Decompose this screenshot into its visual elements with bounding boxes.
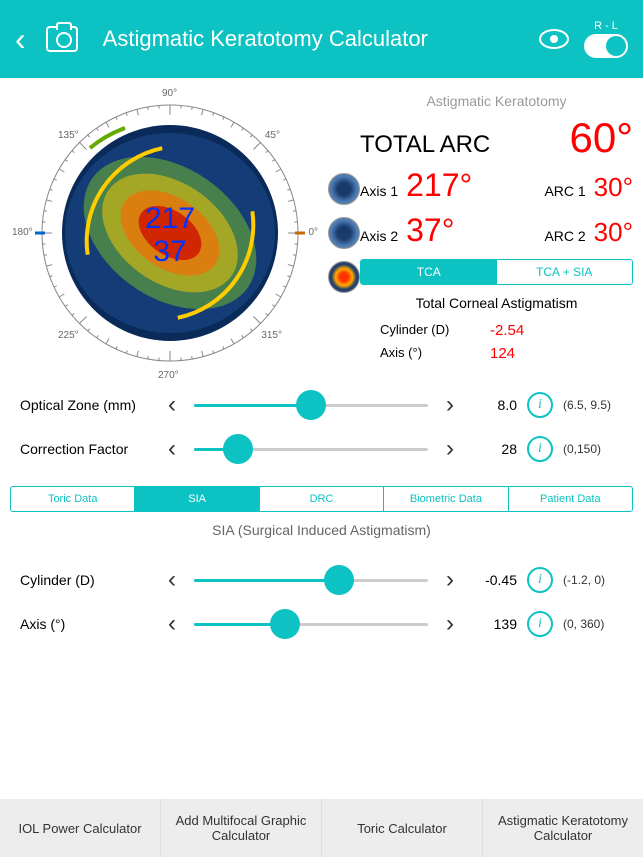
results-title: Astigmatic Keratotomy: [360, 93, 633, 109]
slider-value: 8.0: [472, 397, 517, 413]
increment-button[interactable]: ›: [438, 435, 462, 463]
page-title: Astigmatic Keratotomy Calculator: [103, 26, 539, 52]
arc2-label: ARC 2: [544, 228, 585, 244]
dial-axis2-text: 37: [153, 235, 186, 268]
tick-180: 180°: [12, 227, 33, 238]
increment-button[interactable]: ›: [438, 610, 462, 638]
slider-track[interactable]: [194, 448, 428, 451]
info-icon[interactable]: i: [527, 392, 553, 418]
total-arc-label: TOTAL ARC: [360, 131, 490, 159]
info-icon[interactable]: i: [527, 611, 553, 637]
results-panel: Astigmatic Keratotomy TOTAL ARC 60° Axis…: [330, 93, 633, 373]
bottom-nav: IOL Power CalculatorAdd Multifocal Graph…: [0, 799, 643, 857]
view-icon[interactable]: [539, 29, 569, 49]
slider-thumb[interactable]: [296, 390, 326, 420]
slider-track[interactable]: [194, 404, 428, 407]
tca-cyl-label: Cylinder (D): [380, 322, 490, 339]
section-title: SIA (Surgical Induced Astigmatism): [0, 522, 643, 538]
back-button[interactable]: ‹: [15, 21, 26, 58]
tick-135: 135°: [58, 130, 79, 141]
bottom-nav-3[interactable]: Astigmatic Keratotomy Calculator: [483, 799, 643, 857]
tca-axis-value: 124: [490, 345, 515, 362]
sliders-bottom: Cylinder (D) ‹ › -0.45 i (-1.2, 0) Axis …: [0, 548, 643, 656]
slider-range: (-1.2, 0): [563, 573, 623, 587]
sliders-top: Optical Zone (mm) ‹ › 8.0 i (6.5, 9.5) C…: [0, 373, 643, 481]
dial-area: 217 37 0° 45° 90° 135° 180° 225° 270° 31…: [10, 93, 330, 373]
bottom-nav-2[interactable]: Toric Calculator: [322, 799, 483, 857]
slider-value: 28: [472, 441, 517, 457]
axis1-value: 217°: [406, 167, 472, 204]
arc1-label: ARC 1: [544, 183, 585, 199]
slider-value: -0.45: [472, 572, 517, 588]
tick-270: 270°: [158, 370, 179, 381]
slider-thumb[interactable]: [324, 565, 354, 595]
dial-axis1-text: 217: [145, 202, 195, 235]
axis1-label: Axis 1: [360, 183, 398, 199]
tab-biometric-data[interactable]: Biometric Data: [384, 487, 508, 511]
data-tabs: Toric DataSIADRCBiometric DataPatient Da…: [10, 486, 633, 512]
tca-cyl-value: -2.54: [490, 322, 524, 339]
slider-row-top-1: Correction Factor ‹ › 28 i (0,150): [20, 427, 623, 471]
slider-label: Cylinder (D): [20, 572, 150, 588]
info-icon[interactable]: i: [527, 436, 553, 462]
decrement-button[interactable]: ‹: [160, 391, 184, 419]
axis2-label: Axis 2: [360, 228, 398, 244]
eye-option-2[interactable]: [328, 217, 360, 249]
decrement-button[interactable]: ‹: [160, 610, 184, 638]
tca-segment-control: TCA TCA + SIA: [360, 259, 633, 285]
arc2-value: 30°: [594, 217, 633, 248]
slider-thumb[interactable]: [270, 609, 300, 639]
keratometry-dial: 217 37 0° 45° 90° 135° 180° 225° 270° 31…: [30, 93, 310, 373]
tick-45: 45°: [265, 130, 280, 141]
tick-90: 90°: [162, 88, 177, 99]
decrement-button[interactable]: ‹: [160, 566, 184, 594]
tick-315: 315°: [261, 330, 282, 341]
tab-toric-data[interactable]: Toric Data: [11, 487, 135, 511]
increment-button[interactable]: ›: [438, 566, 462, 594]
eye-selector: [328, 173, 360, 293]
tick-0: 0°: [308, 227, 318, 238]
slider-track[interactable]: [194, 579, 428, 582]
slider-thumb[interactable]: [223, 434, 253, 464]
tab-sia[interactable]: SIA: [135, 487, 259, 511]
tca-subtitle: Total Corneal Astigmatism: [360, 295, 633, 311]
toggle-label: R - L: [594, 20, 618, 32]
axis2-value: 37°: [406, 212, 454, 249]
slider-label: Optical Zone (mm): [20, 397, 150, 413]
increment-button[interactable]: ›: [438, 391, 462, 419]
bottom-nav-0[interactable]: IOL Power Calculator: [0, 799, 161, 857]
slider-range: (0, 360): [563, 617, 623, 631]
tick-225: 225°: [58, 330, 79, 341]
bottom-nav-1[interactable]: Add Multifocal Graphic Calculator: [161, 799, 322, 857]
slider-range: (6.5, 9.5): [563, 398, 623, 412]
header-bar: ‹ Astigmatic Keratotomy Calculator R - L: [0, 0, 643, 78]
total-arc-value: 60°: [569, 114, 633, 162]
eye-toggle-wrap: R - L: [584, 20, 628, 58]
tab-drc[interactable]: DRC: [260, 487, 384, 511]
slider-label: Correction Factor: [20, 441, 150, 457]
slider-value: 139: [472, 616, 517, 632]
right-left-toggle[interactable]: [584, 34, 628, 58]
info-icon[interactable]: i: [527, 567, 553, 593]
slider-label: Axis (°): [20, 616, 150, 632]
eye-option-3[interactable]: [328, 261, 360, 293]
tab-patient-data[interactable]: Patient Data: [509, 487, 632, 511]
slider-row-bottom-0: Cylinder (D) ‹ › -0.45 i (-1.2, 0): [20, 558, 623, 602]
slider-row-bottom-1: Axis (°) ‹ › 139 i (0, 360): [20, 602, 623, 646]
slider-track[interactable]: [194, 623, 428, 626]
slider-range: (0,150): [563, 442, 623, 456]
camera-icon[interactable]: [46, 26, 78, 52]
eye-option-1[interactable]: [328, 173, 360, 205]
arc1-value: 30°: [594, 172, 633, 203]
tca-axis-label: Axis (°): [380, 345, 490, 362]
slider-row-top-0: Optical Zone (mm) ‹ › 8.0 i (6.5, 9.5): [20, 383, 623, 427]
seg-tca[interactable]: TCA: [361, 260, 497, 284]
seg-tca-sia[interactable]: TCA + SIA: [497, 260, 633, 284]
decrement-button[interactable]: ‹: [160, 435, 184, 463]
